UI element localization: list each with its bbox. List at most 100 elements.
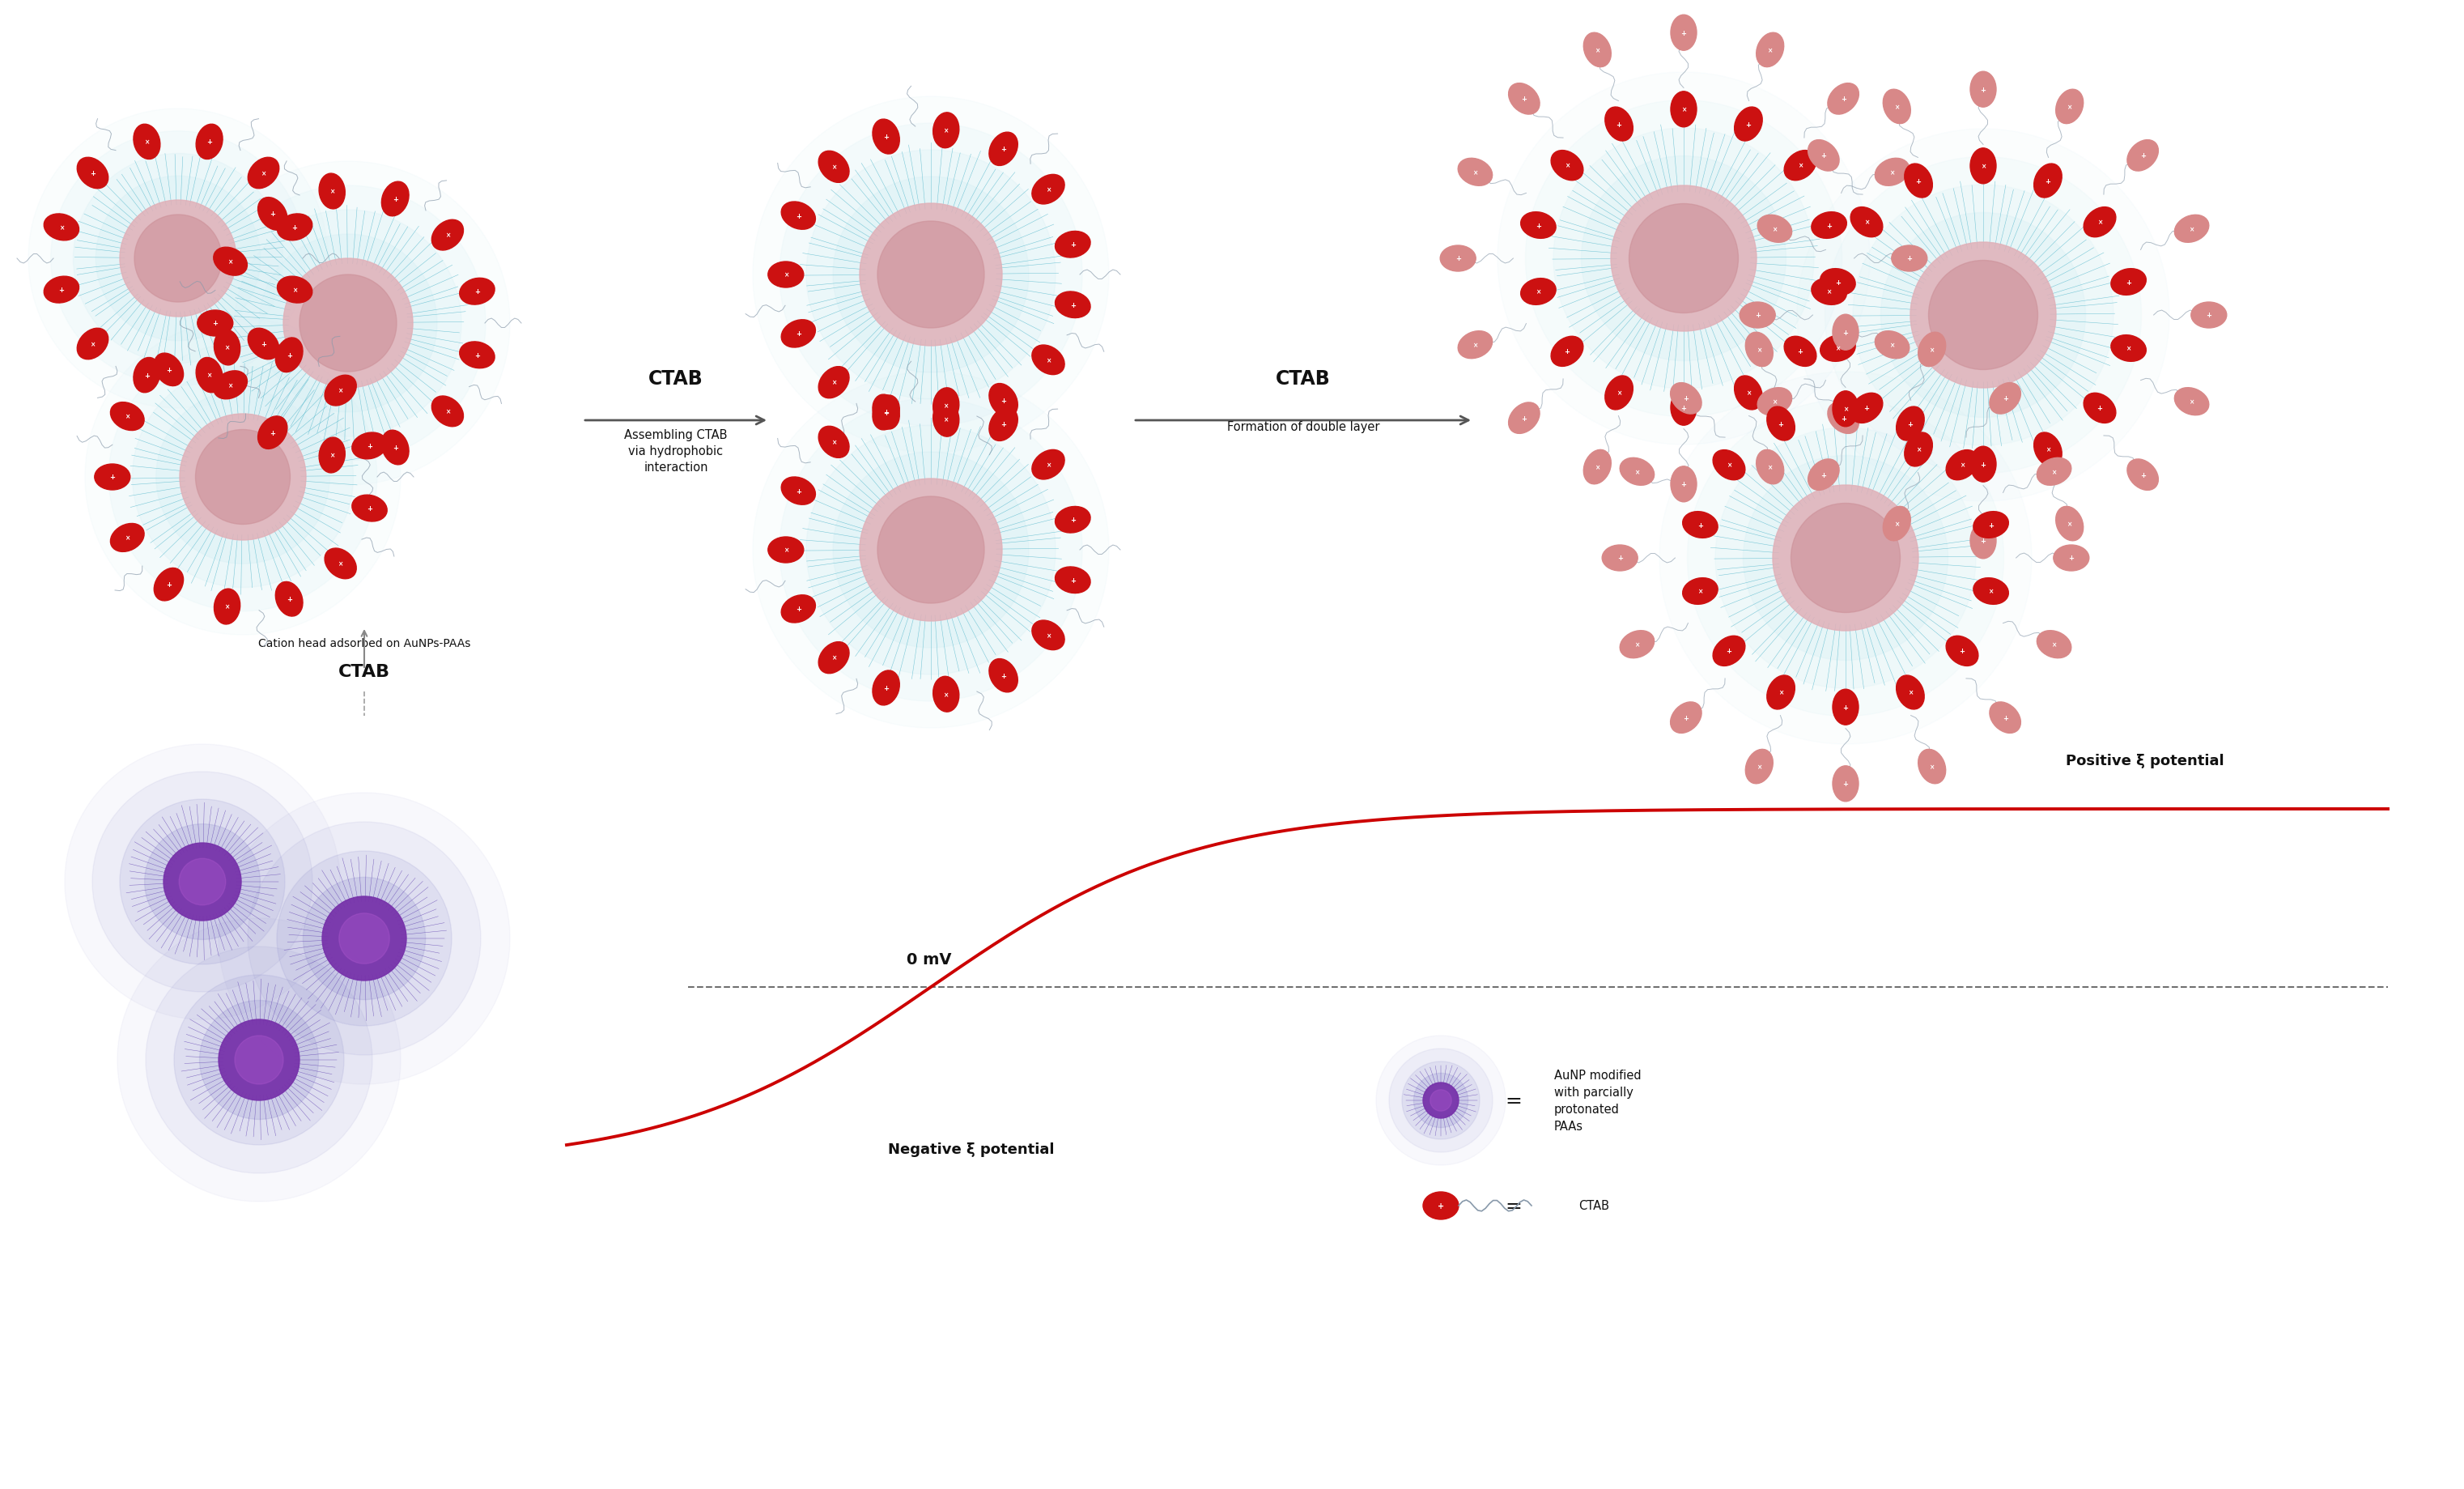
Circle shape bbox=[27, 109, 328, 408]
Ellipse shape bbox=[259, 417, 288, 450]
Text: ×: × bbox=[1680, 106, 1685, 113]
Text: +: + bbox=[882, 408, 890, 415]
Text: +: + bbox=[1988, 521, 1993, 529]
Text: +: + bbox=[89, 170, 96, 177]
Ellipse shape bbox=[214, 331, 239, 366]
Text: +: + bbox=[2139, 472, 2146, 479]
Ellipse shape bbox=[1671, 390, 1698, 426]
Text: +: + bbox=[1616, 555, 1624, 561]
Ellipse shape bbox=[1828, 404, 1858, 435]
Text: +: + bbox=[1456, 255, 1461, 262]
Text: ×: × bbox=[1535, 289, 1540, 296]
Ellipse shape bbox=[818, 642, 850, 675]
Ellipse shape bbox=[1974, 578, 2008, 605]
Ellipse shape bbox=[1520, 213, 1555, 240]
Text: +: + bbox=[882, 134, 890, 141]
Circle shape bbox=[833, 177, 1030, 374]
Text: Cation head adsorbed on AuNPs-PAAs: Cation head adsorbed on AuNPs-PAAs bbox=[259, 637, 471, 649]
Ellipse shape bbox=[988, 660, 1018, 692]
Ellipse shape bbox=[1850, 207, 1882, 238]
Text: ×: × bbox=[784, 271, 788, 278]
Ellipse shape bbox=[2038, 631, 2072, 658]
Ellipse shape bbox=[2033, 164, 2062, 198]
Text: ×: × bbox=[1917, 447, 1922, 454]
Ellipse shape bbox=[1619, 631, 1653, 658]
Circle shape bbox=[1772, 485, 1919, 631]
Text: +: + bbox=[286, 596, 291, 603]
Text: ×: × bbox=[338, 387, 342, 395]
Ellipse shape bbox=[1947, 636, 1979, 667]
Ellipse shape bbox=[382, 430, 409, 465]
Ellipse shape bbox=[1917, 749, 1947, 785]
Ellipse shape bbox=[76, 158, 108, 189]
Circle shape bbox=[180, 859, 227, 905]
Ellipse shape bbox=[1875, 332, 1910, 359]
Circle shape bbox=[276, 852, 451, 1026]
Circle shape bbox=[121, 800, 286, 965]
Text: ×: × bbox=[1045, 186, 1050, 194]
Text: +: + bbox=[1981, 462, 1986, 469]
Circle shape bbox=[806, 150, 1055, 399]
Circle shape bbox=[779, 399, 1082, 701]
Ellipse shape bbox=[781, 478, 816, 505]
Text: ×: × bbox=[944, 691, 949, 698]
Ellipse shape bbox=[214, 247, 246, 275]
Ellipse shape bbox=[1508, 83, 1540, 115]
Text: ×: × bbox=[1799, 162, 1804, 170]
Ellipse shape bbox=[1784, 150, 1816, 182]
Text: ×: × bbox=[1698, 588, 1703, 596]
Text: Formation of double layer: Formation of double layer bbox=[1227, 421, 1380, 433]
Ellipse shape bbox=[1971, 149, 1996, 185]
Ellipse shape bbox=[1520, 278, 1555, 305]
Ellipse shape bbox=[382, 182, 409, 217]
Text: ×: × bbox=[944, 127, 949, 134]
Circle shape bbox=[1853, 185, 2114, 445]
Text: Assembling CTAB
via hydrophobic
interaction: Assembling CTAB via hydrophobic interact… bbox=[623, 429, 727, 474]
Ellipse shape bbox=[1757, 33, 1784, 67]
Ellipse shape bbox=[2112, 335, 2146, 362]
Text: +: + bbox=[1981, 538, 1986, 545]
Text: +: + bbox=[2003, 395, 2008, 402]
Ellipse shape bbox=[1767, 406, 1794, 441]
Text: ×: × bbox=[1634, 469, 1639, 475]
Text: ×: × bbox=[1890, 341, 1895, 348]
Text: +: + bbox=[1000, 146, 1005, 153]
Text: +: + bbox=[1779, 420, 1784, 427]
Text: +: + bbox=[1907, 255, 1912, 262]
Circle shape bbox=[74, 155, 283, 363]
Ellipse shape bbox=[1550, 150, 1584, 182]
Ellipse shape bbox=[1757, 216, 1791, 243]
Ellipse shape bbox=[1032, 450, 1064, 479]
Circle shape bbox=[145, 825, 261, 940]
Circle shape bbox=[1826, 158, 2141, 474]
Ellipse shape bbox=[1055, 292, 1092, 319]
Text: CTAB: CTAB bbox=[1276, 369, 1331, 389]
Text: +: + bbox=[1745, 121, 1752, 128]
Circle shape bbox=[754, 372, 1109, 728]
Text: +: + bbox=[1727, 648, 1732, 655]
Ellipse shape bbox=[1821, 335, 1855, 362]
Ellipse shape bbox=[1897, 406, 1924, 441]
Text: +: + bbox=[1000, 398, 1005, 405]
Ellipse shape bbox=[2085, 393, 2117, 423]
Ellipse shape bbox=[2190, 302, 2227, 329]
Text: ×: × bbox=[330, 453, 335, 459]
Ellipse shape bbox=[781, 596, 816, 622]
Text: +: + bbox=[1069, 302, 1077, 308]
Text: +: + bbox=[1981, 86, 1986, 94]
Ellipse shape bbox=[1882, 89, 1910, 125]
Text: ×: × bbox=[1045, 631, 1050, 639]
Ellipse shape bbox=[1032, 345, 1064, 375]
Circle shape bbox=[860, 204, 1003, 347]
Text: ×: × bbox=[2053, 469, 2057, 475]
Circle shape bbox=[145, 947, 372, 1173]
Ellipse shape bbox=[1971, 524, 1996, 558]
Circle shape bbox=[163, 843, 241, 920]
Text: +: + bbox=[2045, 177, 2050, 185]
Text: ×: × bbox=[293, 286, 298, 293]
Text: ×: × bbox=[1890, 168, 1895, 176]
Circle shape bbox=[234, 1036, 283, 1084]
Circle shape bbox=[1414, 1074, 1469, 1127]
Circle shape bbox=[234, 210, 461, 436]
Text: +: + bbox=[1680, 30, 1685, 37]
